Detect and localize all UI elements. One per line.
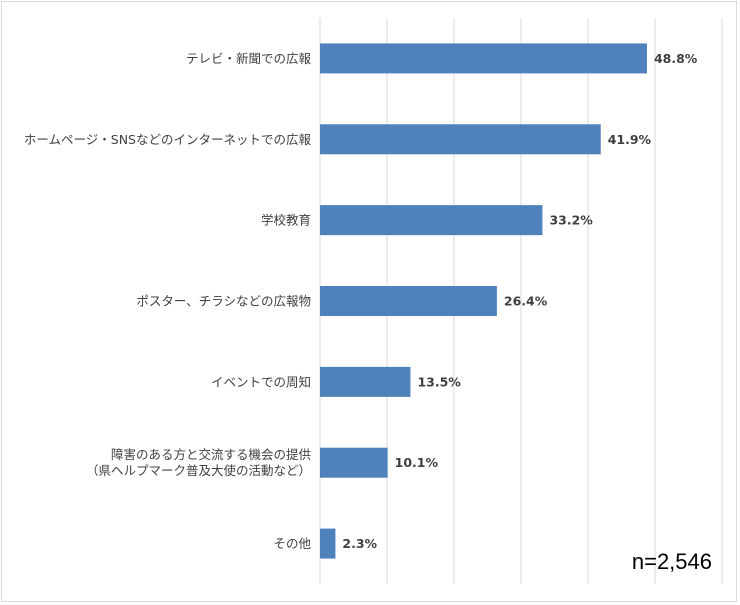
value-label: 48.8% [654,51,698,66]
category-label: （県ヘルプマーク普及大使の活動など） [86,463,311,478]
category-label: その他 [273,536,311,551]
category-label: テレビ・新聞での広報 [186,51,312,66]
value-label: 13.5% [417,374,461,389]
bar [320,205,543,236]
value-label: 10.1% [395,455,439,470]
category-label: イベントでの周知 [211,374,311,389]
category-label: 学校教育 [261,213,311,228]
bar [320,528,336,559]
bar [320,447,388,478]
bar [320,366,411,397]
bar [320,43,647,74]
category-label: ホームページ・SNSなどのインターネットでの広報 [24,132,312,147]
value-label: 41.9% [608,132,652,147]
value-label: 33.2% [549,213,593,228]
category-label: 障害のある方と交流する機会の提供 [111,447,311,462]
bar [320,124,601,155]
category-label: ポスター、チラシなどの広報物 [136,294,311,309]
sample-size-note: n=2,546 [631,549,712,574]
value-label: 26.4% [504,294,548,309]
value-label: 2.3% [342,536,377,551]
bar [320,286,497,316]
